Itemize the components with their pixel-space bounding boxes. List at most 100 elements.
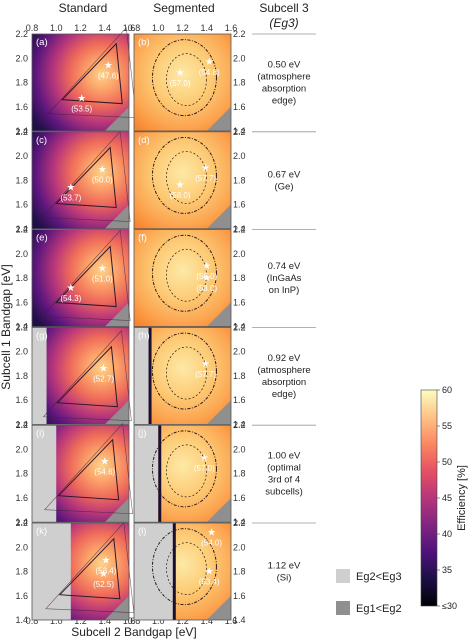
x-tick-label-top: 1.2 (176, 23, 189, 33)
efficiency-contour-outer (42, 330, 132, 422)
efficiency-contour (58, 537, 121, 600)
x-tick-label-bottom: 0.8 (128, 616, 141, 626)
panel-frame (31, 326, 130, 425)
y-tick-label-left: 1.8 (15, 567, 28, 577)
x-axis-title: Subcell 2 Bandgap [eV] (71, 625, 196, 639)
x-tick-label-bottom: 1.2 (74, 616, 87, 626)
column-title-subcell3: Subcell 3 (259, 1, 309, 15)
max-efficiency-label: (57.0) (194, 464, 215, 473)
y-tick-label-left: 1.4 (15, 517, 28, 527)
x-tick-label-bottom: 1.4 (98, 616, 111, 626)
max-efficiency-label: (57.0) (170, 79, 191, 88)
subcell3-caption-line: edge) (272, 96, 296, 107)
excluded-eg1-lt-eg2 (206, 302, 231, 327)
y-tick-label-right: 1.4 (233, 224, 246, 234)
efficiency-contour-outer (47, 26, 137, 118)
panel-frame (133, 33, 232, 132)
y-tick-label-right: 2.2 (233, 127, 246, 137)
colorbar-tick-label: 40 (442, 529, 452, 539)
subcell3-caption-line: subcells) (265, 487, 303, 498)
panel-frame (31, 229, 130, 328)
efficiency-contour-inner (166, 346, 207, 400)
max-marker-star: ★ (201, 359, 210, 370)
alt-marker-star: ★ (205, 567, 214, 578)
y-tick-label-right: 1.8 (233, 469, 246, 479)
alt-efficiency-label: (57.7) (195, 174, 216, 183)
y-tick-label-right: 1.8 (233, 567, 246, 577)
y-tick-label-left: 2.2 (15, 225, 28, 235)
y-tick-label-left: 1.8 (15, 78, 28, 88)
alt-efficiency-label: (53.7) (60, 194, 81, 203)
subcell3-caption-line: 0.74 eV (268, 261, 301, 272)
low-efficiency-strip (158, 425, 162, 523)
panel-label: (b) (138, 37, 150, 48)
y-tick-label-left: 1.8 (15, 371, 28, 381)
panel-segmented: (h) ★(57.7) (133, 326, 232, 425)
y-tick-label-right: 2.2 (233, 322, 246, 332)
excluded-eg1-lt-eg2 (104, 204, 129, 229)
max-marker-star: ★ (101, 556, 110, 567)
colorbar-tick-label: 60 (442, 385, 452, 395)
panel-label: (g) (36, 330, 48, 341)
y-tick-label-left: 1.4 (15, 322, 28, 332)
x-tick-label-top: 1.6 (225, 23, 238, 33)
x-tick-label-top: 1.0 (50, 23, 63, 33)
y-tick-label-left: 2.2 (15, 127, 28, 137)
heatmap-field (134, 34, 231, 131)
y-tick-label-left: 2.0 (15, 53, 28, 63)
y-tick-label-right: 2.2 (233, 518, 246, 528)
column-title-standard: Standard (59, 1, 108, 15)
y-tick-label-left: 1.8 (15, 273, 28, 283)
panel-label: (h) (138, 330, 150, 341)
efficiency-contour (55, 245, 117, 308)
y-tick-label-left: 2.0 (15, 249, 28, 259)
max-efficiency-label: (53.4) (96, 567, 117, 576)
alt-marker-star: ★ (77, 93, 86, 104)
panel-label: (f) (138, 233, 147, 244)
efficiency-contour (151, 430, 217, 508)
y-tick-label-left: 2.2 (15, 29, 28, 39)
efficiency-contour (151, 39, 217, 117)
colorbar-gradient (420, 389, 438, 607)
subcell3-caption-line: 0.50 eV (268, 60, 301, 71)
legend-label: Eg1<Eg2 (356, 603, 402, 615)
low-efficiency-strip (148, 327, 152, 425)
alt-marker-star: ★ (205, 57, 214, 68)
colorbar-tick-label: 55 (442, 421, 452, 431)
efficiency-contour-inner (166, 53, 207, 107)
max-marker-star: ★ (202, 261, 211, 272)
excluded-eg2-lt-eg3 (32, 523, 71, 620)
colorbar-tick-label: 35 (442, 565, 452, 575)
efficiency-contour (151, 136, 217, 214)
y-tick-label-left: 2.0 (15, 542, 28, 552)
y-axis-title: Subcell 1 Bandgap [eV] (0, 264, 13, 389)
y-tick-label-left: 2.2 (15, 322, 28, 332)
legend-swatch (336, 601, 350, 615)
panel-label: (l) (138, 526, 146, 537)
heatmap-field (134, 131, 231, 229)
y-tick-label-right: 2.0 (233, 347, 246, 357)
panel-standard: (e)★(51.0)★(54.3) (31, 229, 131, 328)
x-tick-label-top: 1.6 (123, 23, 136, 33)
subcell3-caption-line: 1.00 eV (268, 451, 301, 462)
panel-segmented: (b)★(57.0)★(54.8) (133, 33, 232, 132)
y-tick-label-right: 1.6 (233, 395, 246, 405)
colorbar-tick-label: ≤30 (442, 601, 457, 611)
efficiency-contour-outer (43, 423, 133, 515)
y-tick-label-left: 2.0 (15, 151, 28, 161)
subcell3-caption-line: (optimal (267, 463, 301, 474)
subcell3-caption-line: on InP) (269, 285, 300, 296)
excluded-eg2-lt-eg3 (32, 425, 57, 523)
panel-standard: (g) ★(52.7) (31, 326, 132, 425)
alt-efficiency-label: (54.8) (199, 68, 220, 77)
y-tick-label-right: 2.0 (233, 542, 246, 552)
y-tick-label-left: 1.6 (15, 102, 28, 112)
y-tick-label-right: 2.2 (233, 29, 246, 39)
alt-efficiency-label: (54.3) (60, 294, 81, 303)
y-tick-label-right: 1.4 (233, 419, 246, 429)
low-efficiency-strip (172, 523, 176, 620)
legend-label: Eg2<Eg3 (356, 571, 402, 583)
panel-label: (e) (36, 233, 48, 244)
y-tick-label-left: 1.6 (15, 395, 28, 405)
